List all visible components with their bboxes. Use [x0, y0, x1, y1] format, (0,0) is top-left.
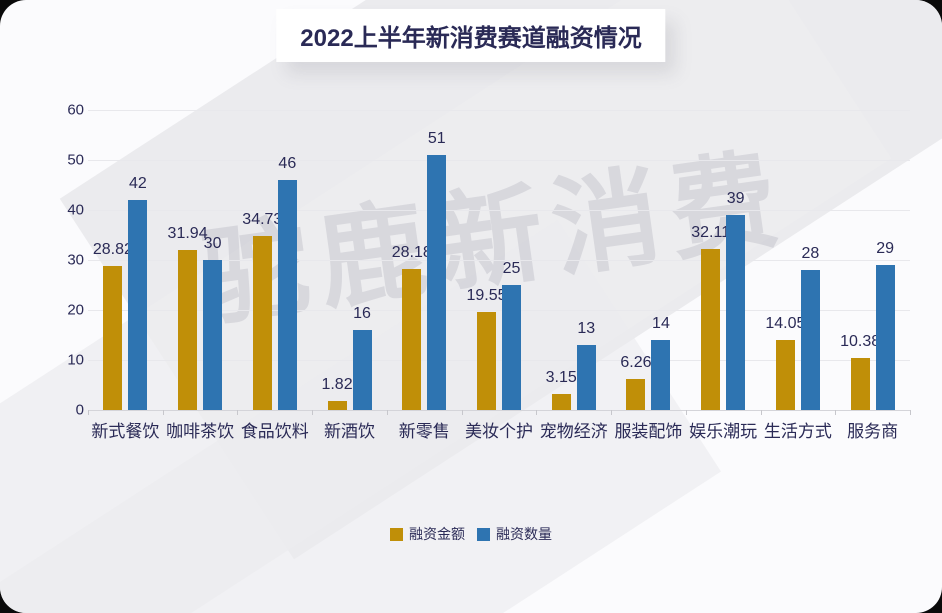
- chart-title: 2022上半年新消费赛道融资情况: [276, 9, 666, 62]
- x-axis-tick: [162, 410, 164, 415]
- y-tick-label: 10: [67, 351, 84, 369]
- bar-amount: 28.18: [392, 244, 432, 410]
- x-axis-tick: [88, 410, 89, 415]
- value-label-amount: 14.05: [765, 314, 806, 332]
- bar-count: 16: [352, 305, 372, 410]
- legend-item: 融资金额: [390, 524, 465, 544]
- x-category-label: 服务商: [847, 422, 899, 441]
- y-tick-label: 0: [75, 401, 84, 419]
- value-label-count: 25: [502, 260, 521, 277]
- bar-group: 34.73 46: [237, 110, 312, 410]
- value-label-count: 28: [801, 245, 820, 262]
- x-category-label: 服装配饰: [614, 422, 683, 441]
- y-tick-label: 60: [67, 101, 84, 119]
- value-label-count: 16: [353, 305, 371, 322]
- x-axis-tick: [386, 410, 388, 415]
- x-axis-tick: [910, 410, 911, 415]
- x-axis-tick: [835, 410, 837, 415]
- x-category-label: 娱乐潮玩: [689, 422, 758, 441]
- x-category-label: 美妆个护: [464, 422, 533, 441]
- value-label-count: 46: [278, 155, 297, 172]
- bar-group: 28.18 51: [387, 110, 462, 410]
- y-tick-label: 20: [67, 301, 84, 319]
- value-label-count: 13: [577, 320, 596, 337]
- value-label-count: 51: [427, 130, 446, 147]
- x-category-label: 新式餐饮: [91, 422, 160, 441]
- legend-item: 融资数量: [477, 524, 552, 544]
- x-category-label: 生活方式: [763, 422, 832, 441]
- bar-group: 14.05 28: [761, 110, 836, 410]
- value-label-amount: 3.15: [545, 369, 577, 387]
- bar-amount: 1.82: [321, 376, 353, 410]
- bar-amount: 34.73: [242, 211, 282, 410]
- bar-group: 1.82 16: [312, 110, 387, 410]
- bar-amount: 6.26: [620, 354, 652, 410]
- x-axis-tick: [685, 410, 687, 415]
- x-category-label: 新酒饮: [324, 422, 376, 441]
- x-category-label: 宠物经济: [539, 422, 608, 441]
- value-label-amount: 6.26: [620, 353, 652, 371]
- bar-group: 3.15 13: [536, 110, 611, 410]
- bar-group: 32.11 39: [686, 110, 761, 410]
- bar-count: 14: [651, 315, 671, 410]
- bar-group: 10.38 29: [835, 110, 910, 410]
- y-tick-label: 40: [67, 201, 84, 219]
- bar-count: 30: [203, 235, 223, 410]
- bar-count: 42: [128, 175, 148, 410]
- value-label-amount: 19.55: [466, 287, 507, 305]
- bar-count: 46: [277, 155, 297, 410]
- x-axis-tick: [760, 410, 762, 415]
- value-label-amount: 28.82: [92, 240, 133, 258]
- value-label-count: 39: [726, 190, 745, 207]
- value-label-count: 42: [128, 175, 147, 192]
- bar-count: 39: [726, 190, 746, 410]
- bar-amount: 10.38: [840, 333, 880, 410]
- bar-amount: 19.55: [466, 287, 507, 410]
- x-axis-tick: [536, 410, 538, 415]
- bar-amount: 3.15: [546, 369, 577, 410]
- x-axis-line: [88, 410, 910, 411]
- bar-group: 19.55 25: [462, 110, 537, 410]
- bar-count: 28: [800, 245, 820, 410]
- value-label-amount: 10.38: [840, 333, 881, 351]
- x-axis-tick: [461, 410, 463, 415]
- value-label-amount: 31.94: [167, 225, 208, 243]
- legend: 融资金额 融资数量: [0, 524, 942, 544]
- value-label-count: 30: [203, 235, 222, 252]
- legend-swatch: [390, 527, 403, 541]
- x-axis-tick: [312, 410, 314, 415]
- bar-count: 29: [875, 240, 895, 410]
- x-category-label: 新零售: [398, 422, 450, 441]
- bar-count: 51: [427, 130, 447, 410]
- bar-amount: 32.11: [691, 224, 730, 410]
- bar-count: 13: [576, 320, 596, 410]
- bar-group: 31.94 30: [163, 110, 238, 410]
- x-axis-tick: [237, 410, 239, 415]
- bar-amount: 14.05: [765, 315, 805, 410]
- value-label-amount: 34.73: [242, 211, 283, 229]
- legend-swatch: [477, 527, 490, 541]
- value-label-amount: 1.82: [321, 375, 353, 393]
- value-label-amount: 32.11: [691, 224, 731, 242]
- value-label-count: 29: [876, 240, 895, 257]
- legend-label: 融资数量: [496, 526, 552, 542]
- legend-label: 融资金额: [409, 526, 465, 542]
- value-label-amount: 28.18: [391, 244, 432, 262]
- bar-count: 25: [501, 260, 521, 410]
- y-tick-label: 30: [67, 251, 84, 269]
- plot-area: 28.82 42 31.94 30 34.73 46 1.82 16 28.18 51 19.55 2…: [88, 110, 910, 411]
- bar-amount: 31.94: [168, 225, 208, 410]
- bar-group: 28.82 42: [88, 110, 163, 410]
- x-category-label: 咖啡茶饮: [166, 422, 235, 441]
- bar-amount: 28.82: [93, 241, 133, 410]
- value-label-count: 14: [652, 315, 670, 332]
- x-axis-tick: [611, 410, 613, 415]
- y-tick-label: 50: [67, 151, 84, 169]
- bar-group: 6.26 14: [611, 110, 686, 410]
- x-category-label: 食品饮料: [240, 422, 309, 441]
